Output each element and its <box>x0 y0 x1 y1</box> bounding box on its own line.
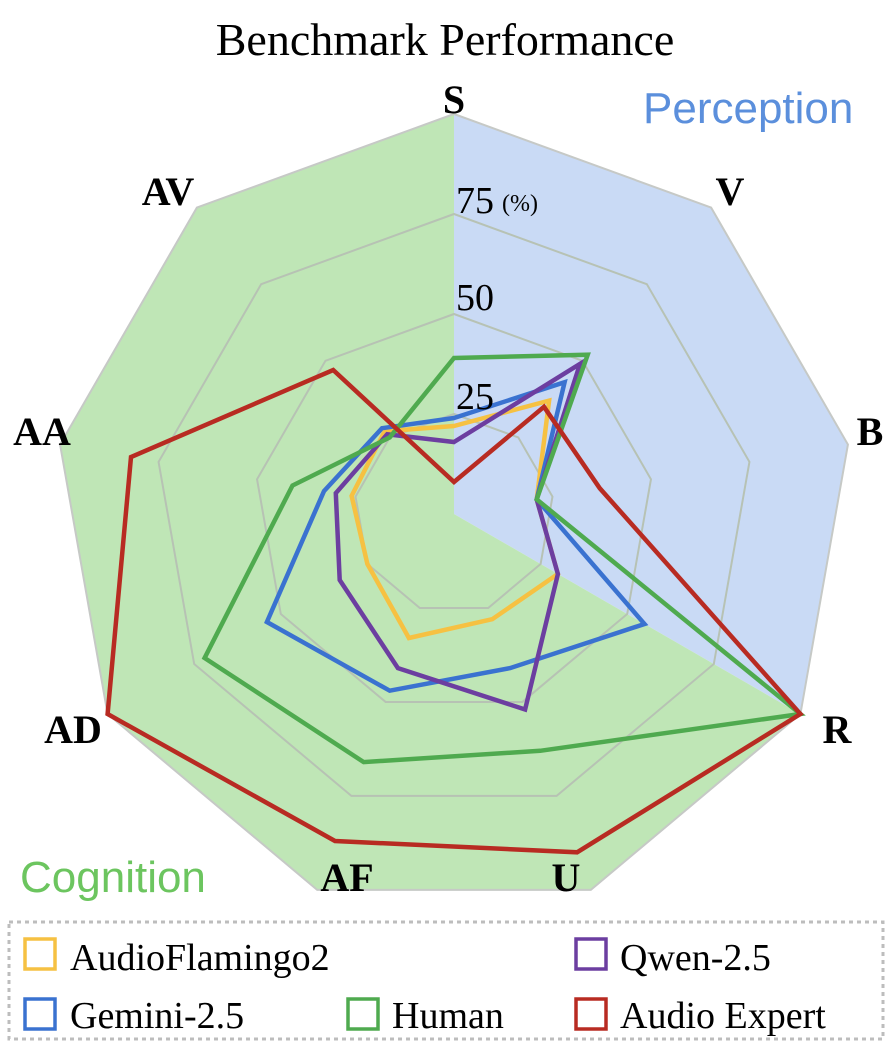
chart-series <box>105 352 806 855</box>
region-label-cognition: Cognition <box>20 853 206 902</box>
legend-item-human: Human <box>346 995 504 1037</box>
tick-labels: 75 (%) 50 25 <box>456 180 538 418</box>
legend-label-qwen: Qwen-2.5 <box>620 937 771 979</box>
axis-label-v: V <box>716 169 745 214</box>
axis-label-u: U <box>552 855 581 900</box>
tick-label-25: 25 <box>456 376 494 418</box>
grid-ring-100 <box>59 112 849 891</box>
legend-label-audio-expert: Audio Expert <box>620 995 826 1037</box>
series-line-audioflamingo2 <box>349 397 561 641</box>
legend-swatch-audioflamingo2 <box>23 937 57 971</box>
legend-item-qwen: Qwen-2.5 <box>574 937 771 979</box>
legend-label-gemini: Gemini-2.5 <box>70 995 244 1037</box>
legend-swatch-audio-expert <box>574 997 608 1031</box>
legend: AudioFlamingo2 Qwen-2.5 Gemini-2.5 Human… <box>7 920 885 1041</box>
axis-label-ad: AD <box>44 707 102 752</box>
chart-regions <box>60 114 848 890</box>
axis-label-b: B <box>857 409 884 454</box>
legend-label-human: Human <box>392 995 504 1037</box>
grid-ring-75 <box>157 212 751 797</box>
legend-swatch-qwen <box>574 937 608 971</box>
tick-label-75: 75 <box>456 180 494 222</box>
legend-item-gemini: Gemini-2.5 <box>23 995 244 1037</box>
region-label-perception: Perception <box>643 84 853 133</box>
axis-label-s: S <box>443 77 465 122</box>
chart-grid <box>59 112 849 891</box>
legend-swatch-human <box>346 997 380 1031</box>
series-line-gemini-2-5 <box>264 378 649 694</box>
series-line-audio-expert <box>105 367 804 855</box>
axis-label-aa: AA <box>13 409 71 454</box>
axis-label-av: AV <box>142 169 195 214</box>
axis-label-af: AF <box>320 855 373 900</box>
tick-label-50: 50 <box>456 277 494 319</box>
legend-item-audioflamingo2: AudioFlamingo2 <box>23 937 330 979</box>
tick-unit: (%) <box>502 191 538 217</box>
axis-labels: S V B R U AF AD AA AV <box>13 77 883 900</box>
chart-title: Benchmark Performance <box>216 14 675 65</box>
legend-label-audioflamingo2: AudioFlamingo2 <box>70 937 330 979</box>
legend-item-audio-expert: Audio Expert <box>574 995 826 1037</box>
region-cognition <box>60 114 801 890</box>
axis-label-r: R <box>823 707 853 752</box>
grid-ring-50 <box>255 312 653 703</box>
series-line-human <box>201 352 806 765</box>
region-perception <box>454 114 848 714</box>
legend-frame <box>7 920 885 1041</box>
legend-swatch-gemini <box>23 997 57 1031</box>
grid-ring-25 <box>354 412 554 609</box>
